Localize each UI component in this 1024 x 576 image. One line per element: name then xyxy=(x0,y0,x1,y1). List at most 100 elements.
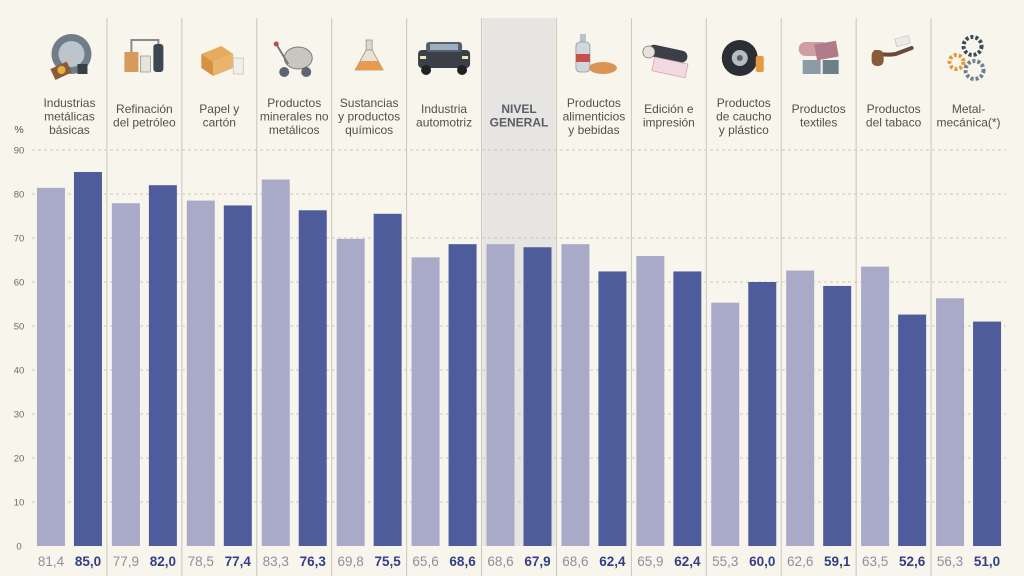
y-tick-label: 70 xyxy=(14,234,25,245)
cement-mixer-icon xyxy=(273,41,313,77)
bar xyxy=(186,200,215,546)
category-label: Metal- xyxy=(952,102,985,116)
bar xyxy=(261,179,290,547)
data-label: 82,0 xyxy=(150,554,176,569)
data-label: 67,9 xyxy=(524,554,550,569)
bar xyxy=(523,247,552,547)
bar xyxy=(861,266,890,546)
data-label: 55,3 xyxy=(712,554,738,569)
bar xyxy=(448,244,477,546)
category-label: mecánica(*) xyxy=(937,116,1001,130)
bar xyxy=(711,302,740,546)
refinery-icon xyxy=(124,39,164,73)
y-tick-label: 60 xyxy=(14,278,25,289)
bar xyxy=(898,314,927,546)
y-tick-label: 0 xyxy=(16,542,21,553)
data-label: 60,0 xyxy=(749,554,775,569)
bar xyxy=(673,271,702,546)
bar xyxy=(786,270,815,546)
flask-icon xyxy=(354,39,384,71)
category-label: y bebidas xyxy=(568,123,619,137)
y-tick-label: 40 xyxy=(14,366,25,377)
category-label: Papel y xyxy=(199,102,239,116)
category-label: Industrias xyxy=(43,96,95,110)
data-label: 51,0 xyxy=(974,554,1000,569)
bar xyxy=(411,257,440,546)
data-label: 63,5 xyxy=(862,554,888,569)
data-label: 85,0 xyxy=(75,554,101,569)
category-label: Refinación xyxy=(116,102,173,116)
y-axis-unit: % xyxy=(14,124,23,136)
data-label: 75,5 xyxy=(375,554,402,569)
bar xyxy=(111,203,140,547)
y-tick-label: 80 xyxy=(14,190,25,201)
data-label: 62,4 xyxy=(599,554,626,569)
bottle-bread-icon xyxy=(575,34,617,74)
category-label: Sustancias xyxy=(340,96,399,110)
y-tick-label: 30 xyxy=(14,410,25,421)
data-label: 69,8 xyxy=(338,554,364,569)
bar xyxy=(936,298,965,546)
data-label: 59,1 xyxy=(824,554,851,569)
bar xyxy=(823,285,852,546)
category-label: de caucho xyxy=(716,110,772,124)
category-label: metálicas xyxy=(44,110,95,124)
y-tick-label: 50 xyxy=(14,322,25,333)
category-label: y productos xyxy=(338,110,400,124)
tire-icon xyxy=(721,40,764,76)
pipe-icon xyxy=(871,35,914,66)
category-label: impresión xyxy=(643,116,695,130)
category-label: Productos xyxy=(267,96,321,110)
category-label: automotriz xyxy=(416,116,472,130)
data-label: 68,6 xyxy=(562,554,588,569)
category-label: del tabaco xyxy=(866,116,922,130)
category-label: Edición e xyxy=(644,102,694,116)
bar xyxy=(486,244,515,546)
data-label: 62,6 xyxy=(787,554,813,569)
category-label: Productos xyxy=(567,96,621,110)
category-label: cartón xyxy=(203,116,236,130)
category-label: metálicos xyxy=(269,123,320,137)
data-label: 83,3 xyxy=(263,554,289,569)
data-label: 52,6 xyxy=(899,554,926,569)
data-label: 62,4 xyxy=(674,554,701,569)
category-label: básicas xyxy=(49,123,90,137)
bar xyxy=(373,213,402,547)
data-label: 65,9 xyxy=(637,554,663,569)
category-label: Productos xyxy=(717,96,771,110)
gears-icon xyxy=(947,35,986,81)
data-label: 56,3 xyxy=(937,554,963,569)
y-tick-label: 90 xyxy=(14,146,25,157)
y-tick-label: 10 xyxy=(14,498,25,509)
category-label: del petróleo xyxy=(113,116,176,130)
category-label: Industria xyxy=(421,102,467,116)
data-label: 81,4 xyxy=(38,554,65,569)
data-label: 78,5 xyxy=(188,554,214,569)
data-label: 77,9 xyxy=(113,554,139,569)
category-label: y plástico xyxy=(719,123,769,137)
bar xyxy=(336,238,365,546)
bar xyxy=(973,321,1002,546)
bar xyxy=(148,185,177,546)
data-label: 68,6 xyxy=(487,554,513,569)
bar xyxy=(598,271,627,546)
bar xyxy=(73,172,102,546)
data-label: 77,4 xyxy=(225,554,252,569)
y-tick-label: 20 xyxy=(14,454,25,465)
category-label: GENERAL xyxy=(490,116,549,130)
category-label: químicos xyxy=(345,123,393,137)
category-label: NIVEL xyxy=(501,102,536,116)
category-label: minerales no xyxy=(260,110,329,124)
truck-icon xyxy=(418,42,471,75)
bar xyxy=(748,282,777,546)
data-label: 65,6 xyxy=(412,554,438,569)
paper-roll-icon xyxy=(642,44,689,79)
bar xyxy=(561,244,590,546)
bar xyxy=(36,187,65,546)
data-label: 68,6 xyxy=(449,554,476,569)
cardboard-box-icon xyxy=(201,46,244,76)
category-label: Productos xyxy=(867,102,921,116)
bar xyxy=(223,205,252,546)
bar xyxy=(298,210,327,546)
